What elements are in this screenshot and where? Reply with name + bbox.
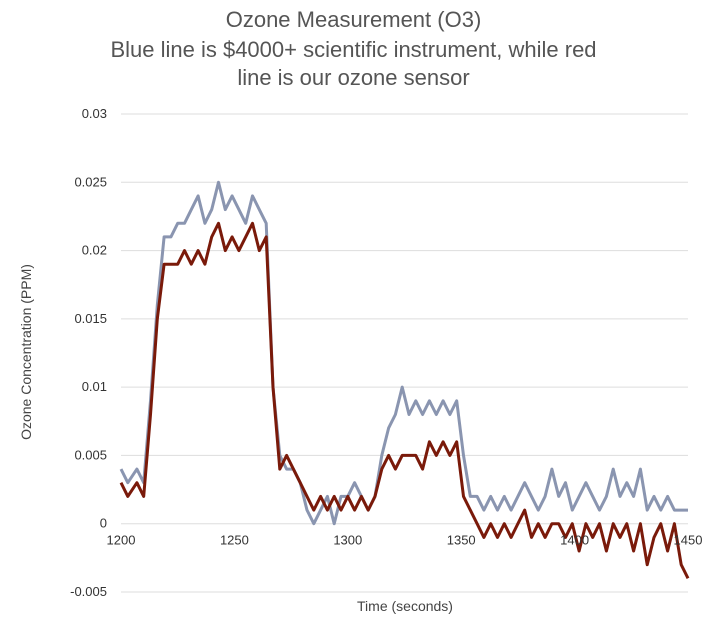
x-tick-label: 1250 bbox=[220, 533, 249, 548]
x-axis-label: Time (seconds) bbox=[357, 598, 453, 614]
series-line-1 bbox=[119, 180, 688, 526]
y-tick-label: 0.025 bbox=[74, 174, 107, 189]
y-tick-label: 0.005 bbox=[74, 447, 107, 462]
y-tick-label: 0.03 bbox=[82, 106, 107, 121]
chart-title-line-3: line is our ozone sensor bbox=[237, 65, 470, 90]
y-axis-label: Ozone Concentration (PPM) bbox=[18, 264, 34, 440]
y-tick-label: 0.01 bbox=[82, 379, 107, 394]
chart-title-line-2: Blue line is $4000+ scientific instrumen… bbox=[110, 37, 597, 62]
x-tick-labels: 1200 1250 1300 1350 1400 1450 bbox=[107, 533, 703, 548]
x-tick-label: 1200 bbox=[107, 533, 136, 548]
y-tick-label: -0.005 bbox=[70, 584, 107, 599]
gridlines bbox=[121, 113, 688, 593]
x-tick-label: 1300 bbox=[333, 533, 362, 548]
x-tick-label: 1400 bbox=[560, 533, 589, 548]
y-tick-label: 0.02 bbox=[82, 243, 107, 258]
y-tick-label: 0 bbox=[100, 516, 107, 531]
y-tick-labels: 0.03 0.025 0.02 0.015 0.01 0.005 0 -0.005 bbox=[70, 106, 107, 599]
x-tick-label: 1350 bbox=[447, 533, 476, 548]
x-tick-label: 1450 bbox=[674, 533, 703, 548]
y-tick-label: 0.015 bbox=[74, 311, 107, 326]
series-line-2 bbox=[119, 221, 690, 579]
chart-title-line-1: Ozone Measurement (O3) bbox=[225, 7, 482, 32]
series-layer bbox=[119, 180, 690, 579]
